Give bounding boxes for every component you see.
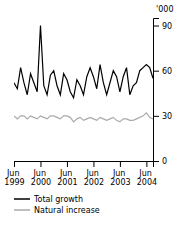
x-tick: Jun 2002 bbox=[84, 161, 104, 187]
y-tick-label: 30 bbox=[162, 112, 172, 121]
y-tick-mark bbox=[153, 26, 159, 27]
x-tick-mark bbox=[40, 161, 41, 167]
y-axis: 0 30 60 90 bbox=[153, 19, 172, 167]
y-tick-label: 0 bbox=[162, 157, 167, 166]
x-tick-label: Jun 2002 bbox=[84, 169, 104, 187]
y-tick-label: 60 bbox=[162, 67, 172, 76]
legend-item: Natural increase bbox=[14, 206, 100, 215]
x-tick-label: Jun 2001 bbox=[57, 169, 77, 187]
x-tick-label: Jun 2003 bbox=[110, 169, 130, 187]
x-tick-mark bbox=[67, 161, 68, 167]
y-axis-line bbox=[154, 19, 160, 162]
legend-swatch bbox=[14, 198, 30, 200]
legend-label: Natural increase bbox=[34, 206, 100, 215]
x-tick-label: Jun 2004 bbox=[137, 169, 157, 187]
y-tick: 90 bbox=[153, 22, 172, 31]
y-tick: 30 bbox=[153, 112, 172, 121]
x-axis-line bbox=[15, 162, 154, 168]
x-tick: Jun 2003 bbox=[110, 161, 130, 187]
x-tick: Jun 2001 bbox=[57, 161, 77, 187]
y-axis-label: '000 bbox=[156, 5, 173, 14]
x-tick: Jun 1999 bbox=[4, 161, 24, 187]
series-line bbox=[14, 26, 153, 98]
x-tick-mark bbox=[146, 161, 147, 167]
legend-item: Total growth bbox=[14, 195, 83, 204]
x-tick-mark bbox=[93, 161, 94, 167]
y-tick: 0 bbox=[153, 157, 167, 166]
series-line bbox=[14, 113, 153, 122]
x-tick: Jun 2000 bbox=[31, 161, 51, 187]
x-tick-mark bbox=[14, 161, 15, 167]
x-tick-label: Jun 1999 bbox=[4, 169, 24, 187]
x-tick: Jun 2004 bbox=[137, 161, 157, 187]
lines bbox=[14, 26, 153, 122]
y-tick-label: 90 bbox=[162, 22, 172, 31]
plot: Jun 1999 Jun 2000 Jun 2001 Jun 2002 Jun 2003… bbox=[4, 5, 173, 215]
y-tick: 60 bbox=[153, 67, 172, 76]
chart: Jun 1999 Jun 2000 Jun 2001 Jun 2002 Jun 2003… bbox=[0, 0, 181, 231]
x-axis: Jun 1999 Jun 2000 Jun 2001 Jun 2002 Jun 2003… bbox=[4, 161, 157, 187]
legend: Total growth Natural increase bbox=[14, 195, 100, 215]
x-tick-label: Jun 2000 bbox=[31, 169, 51, 187]
x-tick-mark bbox=[120, 161, 121, 167]
legend-label: Total growth bbox=[33, 195, 83, 204]
y-tick-mark bbox=[153, 116, 159, 117]
legend-swatch bbox=[14, 209, 30, 211]
y-tick-mark bbox=[153, 161, 159, 162]
y-tick-mark bbox=[153, 71, 159, 72]
